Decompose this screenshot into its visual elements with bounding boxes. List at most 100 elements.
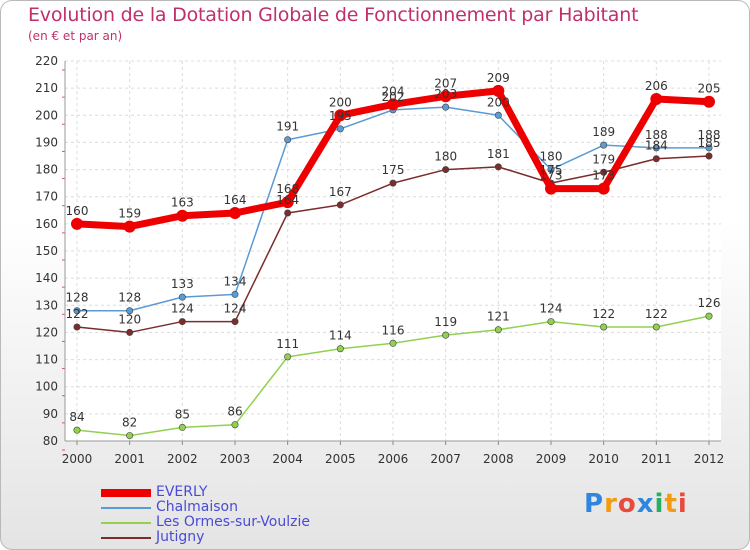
- x-tick-label: 2012: [694, 452, 725, 466]
- data-label-chalmaison: 133: [171, 277, 194, 291]
- data-label-jutigny: 180: [434, 150, 457, 164]
- y-tick-label: 210: [35, 81, 58, 95]
- data-point-everly: [176, 209, 189, 222]
- data-point-jutigny: [652, 155, 660, 163]
- data-label-everly: 200: [329, 95, 352, 109]
- data-point-les-ormes-sur-voulzie: [336, 345, 344, 353]
- data-point-chalmaison: [284, 136, 292, 144]
- data-label-chalmaison: 188: [698, 128, 721, 142]
- data-point-everly: [492, 84, 505, 97]
- data-point-les-ormes-sur-voulzie: [178, 423, 186, 431]
- data-point-everly: [334, 109, 347, 122]
- data-point-everly: [703, 95, 715, 108]
- data-point-les-ormes-sur-voulzie: [389, 339, 397, 347]
- data-label-chalmaison: 134: [224, 274, 247, 288]
- data-point-everly: [650, 93, 663, 105]
- legend-swatch: [101, 537, 151, 539]
- data-label-les-ormes-sur-voulzie: 116: [382, 323, 405, 337]
- data-point-les-ormes-sur-voulzie: [442, 331, 450, 339]
- data-label-les-ormes-sur-voulzie: 121: [487, 310, 510, 324]
- y-tick-label: 130: [35, 298, 58, 312]
- data-label-everly: 160: [66, 204, 89, 218]
- data-label-les-ormes-sur-voulzie: 119: [434, 315, 457, 329]
- data-point-les-ormes-sur-voulzie: [231, 421, 239, 429]
- y-tick-label: 120: [35, 325, 58, 339]
- data-label-jutigny: 120: [118, 312, 141, 326]
- data-point-les-ormes-sur-voulzie: [73, 426, 81, 434]
- data-label-chalmaison: 200: [487, 95, 510, 109]
- data-label-jutigny: 185: [698, 136, 721, 150]
- logo-letter: x: [636, 489, 655, 519]
- data-point-everly: [71, 217, 83, 230]
- axes: 80 90 100 110 120 130 140 150 160 170 180 190 200 210…: [35, 54, 724, 466]
- data-point-everly: [281, 196, 294, 209]
- data-label-everly: 205: [698, 82, 721, 96]
- y-tick-label: 110: [35, 353, 58, 367]
- y-tick-label: 100: [35, 380, 58, 394]
- data-point-jutigny: [389, 179, 397, 187]
- data-label-les-ormes-sur-voulzie: 86: [227, 405, 242, 419]
- data-label-jutigny: 164: [276, 193, 299, 207]
- data-label-everly: 163: [171, 196, 194, 210]
- legend-label: Jutigny: [156, 529, 205, 545]
- x-tick-label: 2011: [641, 452, 672, 466]
- data-point-everly: [439, 90, 452, 103]
- x-tick-label: 2005: [325, 452, 356, 466]
- data-point-jutigny: [126, 328, 134, 336]
- data-label-everly: 207: [434, 76, 457, 90]
- y-tick-label: 150: [35, 244, 58, 258]
- data-point-jutigny: [336, 201, 344, 209]
- data-point-chalmaison: [442, 103, 450, 111]
- x-tick-label: 2004: [272, 452, 303, 466]
- data-label-jutigny: 181: [487, 147, 510, 161]
- data-point-chalmaison: [178, 293, 186, 301]
- logo-letter: i: [654, 489, 665, 519]
- x-tick-label: 2006: [378, 452, 409, 466]
- y-tick-label: 140: [35, 271, 58, 285]
- data-label-jutigny: 184: [645, 139, 668, 153]
- legend-swatch: [101, 507, 151, 509]
- data-label-jutigny: 167: [329, 185, 352, 199]
- data-label-les-ormes-sur-voulzie: 111: [276, 337, 299, 351]
- data-point-les-ormes-sur-voulzie: [705, 312, 713, 320]
- data-label-les-ormes-sur-voulzie: 114: [329, 329, 352, 343]
- data-point-jutigny: [231, 318, 239, 326]
- data-label-jutigny: 179: [592, 152, 615, 166]
- series-layer: [71, 84, 715, 440]
- data-point-jutigny: [494, 163, 502, 171]
- x-tick-label: 2003: [220, 452, 251, 466]
- data-point-jutigny: [600, 168, 608, 176]
- data-point-chalmaison: [231, 290, 239, 298]
- x-tick-label: 2008: [483, 452, 514, 466]
- y-tick-label: 200: [35, 108, 58, 122]
- data-label-chalmaison: 203: [434, 87, 457, 101]
- data-point-les-ormes-sur-voulzie: [600, 323, 608, 331]
- data-label-everly: 168: [276, 182, 299, 196]
- legend-swatch: [101, 489, 151, 497]
- x-tick-label: 2007: [430, 452, 461, 466]
- y-tick-label: 90: [43, 407, 58, 421]
- x-tick-label: 2000: [62, 452, 93, 466]
- data-label-les-ormes-sur-voulzie: 126: [698, 296, 721, 310]
- data-label-jutigny: 122: [66, 307, 89, 321]
- data-point-everly: [229, 207, 241, 219]
- data-point-jutigny: [442, 166, 450, 174]
- data-label-chalmaison: 188: [645, 128, 668, 142]
- data-label-chalmaison: 189: [592, 125, 615, 139]
- data-point-jutigny: [705, 152, 713, 160]
- data-label-jutigny: 124: [224, 302, 247, 316]
- logo-letter: r: [604, 489, 618, 519]
- y-tick-label: 170: [35, 190, 58, 204]
- data-label-jutigny: 175: [382, 163, 405, 177]
- data-point-les-ormes-sur-voulzie: [652, 323, 660, 331]
- data-label-jutigny: 175: [540, 163, 563, 177]
- data-label-chalmaison: 128: [118, 291, 141, 305]
- data-label-everly: 173: [540, 169, 563, 183]
- data-point-chalmaison: [705, 144, 713, 152]
- y-tick-label: 180: [35, 163, 58, 177]
- data-label-les-ormes-sur-voulzie: 122: [645, 307, 668, 321]
- data-point-jutigny: [178, 318, 186, 326]
- data-label-chalmaison: 202: [382, 90, 405, 104]
